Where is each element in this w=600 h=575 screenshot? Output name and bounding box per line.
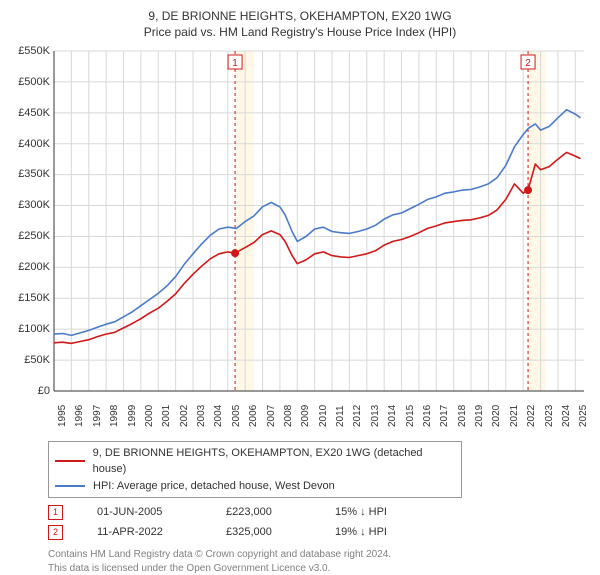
sale-delta: 15% ↓ HPI <box>335 506 425 518</box>
legend-swatch <box>55 485 85 487</box>
y-axis-labels: £0£50K£100K£150K£200K£250K£300K£350K£400… <box>10 45 50 435</box>
sale-delta: 19% ↓ HPI <box>335 526 425 538</box>
marker-square: 2 <box>48 525 63 540</box>
legend-label: 9, DE BRIONNE HEIGHTS, OKEHAMPTON, EX20 … <box>93 445 455 478</box>
line-chart-svg: 12 <box>10 45 590 435</box>
marker-square: 1 <box>48 505 63 520</box>
legend: 9, DE BRIONNE HEIGHTS, OKEHAMPTON, EX20 … <box>48 441 462 499</box>
x-axis-labels: 1995199619971998199920002001200220032004… <box>10 395 590 435</box>
sales-table: 1 01-JUN-2005 £223,000 15% ↓ HPI 2 11-AP… <box>48 502 590 542</box>
footer: Contains HM Land Registry data © Crown c… <box>48 548 590 575</box>
sale-date: 01-JUN-2005 <box>97 506 192 518</box>
svg-text:1: 1 <box>232 58 238 69</box>
chart-container: 9, DE BRIONNE HEIGHTS, OKEHAMPTON, EX20 … <box>0 0 600 560</box>
legend-swatch <box>55 460 85 462</box>
sale-price: £325,000 <box>226 526 301 538</box>
legend-label: HPI: Average price, detached house, West… <box>93 478 335 495</box>
chart-title: 9, DE BRIONNE HEIGHTS, OKEHAMPTON, EX20 … <box>10 8 590 25</box>
chart-plot: £0£50K£100K£150K£200K£250K£300K£350K£400… <box>10 45 590 435</box>
table-row: 1 01-JUN-2005 £223,000 15% ↓ HPI <box>48 502 590 522</box>
footer-line: This data is licensed under the Open Gov… <box>48 562 590 575</box>
sale-date: 11-APR-2022 <box>97 526 192 538</box>
table-row: 2 11-APR-2022 £325,000 19% ↓ HPI <box>48 522 590 542</box>
sale-price: £223,000 <box>226 506 301 518</box>
legend-row: 9, DE BRIONNE HEIGHTS, OKEHAMPTON, EX20 … <box>55 445 455 478</box>
chart-subtitle: Price paid vs. HM Land Registry's House … <box>10 25 590 39</box>
legend-row: HPI: Average price, detached house, West… <box>55 478 455 495</box>
svg-text:2: 2 <box>525 58 531 69</box>
